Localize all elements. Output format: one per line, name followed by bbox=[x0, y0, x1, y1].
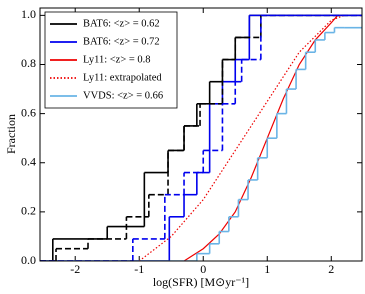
plot-frame bbox=[39, 7, 363, 262]
x-tick-label: 0 bbox=[200, 262, 206, 276]
x-tick-label: -2 bbox=[70, 262, 80, 276]
x-tick-label: -1 bbox=[134, 262, 144, 276]
legend-label: VVDS: <z> = 0.66 bbox=[83, 90, 163, 101]
y-tick-label: 0.8 bbox=[21, 56, 36, 70]
y-tick-label: 0.0 bbox=[21, 253, 36, 267]
y-tick-label: 0.6 bbox=[21, 105, 36, 119]
legend-label: BAT6: <z> = 0.62 bbox=[83, 18, 160, 29]
legend-label: Ly11: extrapolated bbox=[83, 72, 162, 83]
y-axis-label: Fraction bbox=[4, 114, 18, 154]
legend-label: Ly11: <z> = 0.8 bbox=[83, 54, 151, 65]
x-tick-label: 2 bbox=[328, 262, 334, 276]
x-tick-label: 1 bbox=[264, 262, 270, 276]
y-tick-label: 0.4 bbox=[21, 154, 36, 168]
legend-label: BAT6: <z> = 0.72 bbox=[83, 36, 160, 47]
y-tick-label: 0.2 bbox=[21, 204, 36, 218]
x-axis-label: log(SFR) [M⊙yr⁻¹] bbox=[153, 275, 249, 289]
y-tick-label: 1.0 bbox=[21, 7, 36, 21]
line bbox=[183, 14, 339, 261]
